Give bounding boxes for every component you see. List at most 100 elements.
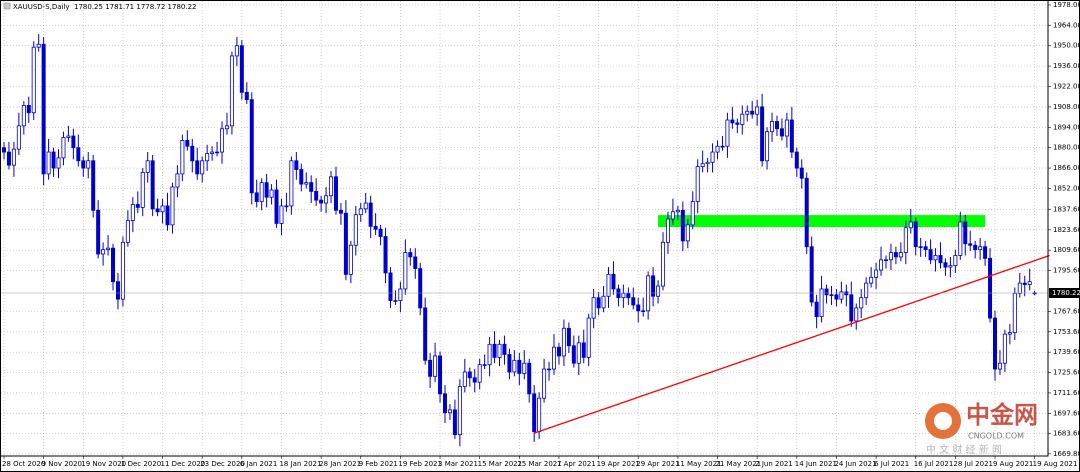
x-tick-label: 11 May 2021	[676, 460, 722, 468]
candle-body	[507, 354, 512, 373]
y-tick-label: 1908.00	[1053, 103, 1080, 111]
x-tick-label: 19 Nov 2020	[81, 460, 126, 468]
watermark-slogan: 中 文 财 经 新 闻	[926, 443, 1002, 456]
trendline	[533, 254, 1050, 434]
candle-body	[938, 255, 943, 264]
x-tick-label: 9 Nov 2020	[42, 460, 82, 468]
candle-body	[1002, 333, 1007, 364]
x-tick-label: 16 Jul 2021	[914, 460, 954, 468]
candle-body	[953, 255, 958, 267]
candle-body	[229, 55, 234, 127]
candle-body	[646, 275, 651, 312]
y-tick-label: 1936.00	[1053, 62, 1080, 70]
candle-body	[294, 160, 299, 170]
chart-title: XAUUSD-S,Daily 1780.25 1781.71 1778.72 1…	[13, 3, 196, 11]
y-tick-label: 1880.00	[1053, 144, 1080, 152]
y-tick-label: 1697.60	[1053, 409, 1080, 417]
candle-body	[1027, 281, 1032, 285]
candle-body	[76, 147, 81, 162]
candle-body	[586, 317, 591, 358]
candle-body	[844, 291, 849, 296]
candle-body	[115, 281, 120, 300]
x-tick-label: 14 Jun 2021	[795, 460, 837, 468]
candle-body	[561, 327, 566, 357]
candle-body	[259, 182, 264, 202]
candle-body	[413, 256, 418, 269]
candle-body	[517, 359, 522, 374]
candle-body	[636, 304, 641, 312]
candle-body	[849, 294, 854, 322]
candle-body	[710, 151, 715, 163]
y-tick-label: 1894.00	[1053, 123, 1080, 131]
candle-body	[16, 125, 21, 150]
candle-body	[2, 147, 7, 153]
candle-body	[948, 265, 953, 268]
candle-body	[398, 288, 403, 302]
candle-body	[457, 386, 462, 435]
candle-body	[918, 246, 923, 248]
candle-body	[864, 282, 869, 299]
candle-body	[31, 46, 36, 114]
candle-body	[125, 220, 130, 243]
candle-body	[794, 151, 799, 169]
candle-body	[433, 355, 438, 377]
candle-body	[933, 255, 938, 261]
candle-body	[348, 244, 353, 275]
candle-body	[373, 225, 378, 230]
candle-body	[26, 105, 31, 114]
candle-body	[279, 205, 284, 224]
candle-body	[527, 362, 532, 395]
candle-body	[324, 195, 329, 204]
y-tick-label: 1739.60	[1053, 348, 1080, 356]
candle-body	[51, 151, 56, 169]
candle-body	[641, 310, 646, 312]
y-tick-label: 1823.60	[1053, 226, 1080, 234]
candle-body	[408, 252, 413, 258]
candle-body	[96, 209, 101, 255]
candle-body	[859, 297, 864, 309]
candle-body	[170, 186, 175, 226]
candle-body	[56, 157, 61, 169]
candle-body	[418, 268, 423, 309]
candle-body	[566, 327, 571, 347]
candle-body	[670, 211, 675, 220]
candle-body	[21, 105, 26, 127]
candle-body	[983, 246, 988, 259]
candle-body	[943, 262, 948, 268]
candle-body	[428, 359, 433, 377]
candle-body	[120, 241, 125, 300]
candle-body	[552, 346, 557, 370]
candle-body	[903, 227, 908, 253]
candle-body	[928, 249, 933, 261]
candle-body	[779, 128, 784, 137]
candle-body	[685, 224, 690, 242]
watermark-logo-icon	[934, 412, 952, 430]
candle-body	[442, 393, 447, 414]
candle-body	[438, 355, 443, 395]
candle-body	[343, 212, 348, 275]
x-tick-label: 1 Dec 2020	[121, 460, 161, 468]
candle-body	[41, 43, 46, 175]
candle-body	[353, 214, 358, 246]
candle-body	[809, 246, 814, 303]
candle-body	[661, 241, 666, 287]
candle-body	[205, 153, 210, 162]
candle-body	[869, 276, 874, 284]
candle-body	[596, 297, 601, 309]
candle-body	[675, 209, 680, 213]
candle-body	[195, 160, 200, 175]
candle-body	[963, 221, 968, 245]
candle-body	[616, 288, 621, 299]
candle-body	[1012, 292, 1017, 334]
candle-body	[284, 205, 289, 208]
candle-body	[973, 244, 978, 251]
candle-body	[358, 208, 363, 216]
candle-body	[700, 163, 705, 168]
candle-body	[715, 145, 720, 153]
candle-body	[512, 359, 517, 373]
candle-body	[799, 167, 804, 179]
candle-body	[819, 288, 824, 318]
candle-body	[309, 182, 314, 192]
candle-body	[997, 362, 1002, 370]
x-tick-label: 9 Feb 2021	[359, 460, 398, 468]
